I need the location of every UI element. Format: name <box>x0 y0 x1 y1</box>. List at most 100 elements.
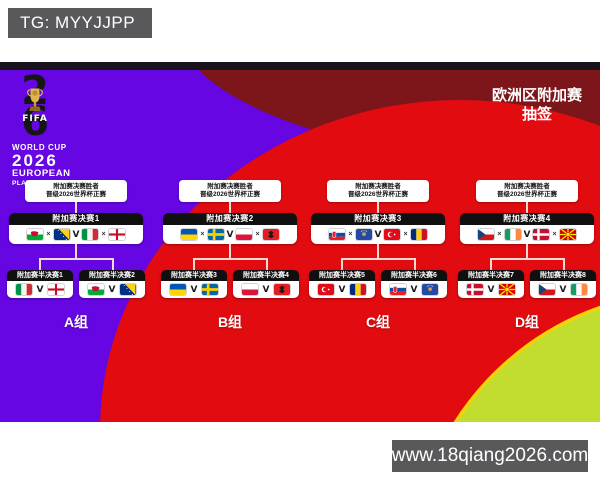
telegram-badge: TG: MYYJJPP <box>8 8 152 38</box>
semifinal-title: 附加赛半决赛3 <box>161 270 227 281</box>
connector-horizontal <box>490 258 565 260</box>
semifinal-flags-row: V <box>530 281 596 298</box>
vs-label: V <box>36 284 44 295</box>
pair-separator: × <box>255 231 260 238</box>
winner-note-line1: 附加赛决赛胜者 <box>355 183 401 190</box>
final-title: 附加赛决赛3 <box>311 213 445 225</box>
final-title: 附加赛决赛2 <box>163 213 297 225</box>
winner-note-line1: 附加赛决赛胜者 <box>504 183 550 190</box>
flag-slovakia-icon <box>389 284 406 295</box>
flag-turkey-icon <box>317 284 334 295</box>
semifinal-title: 附加赛半决赛6 <box>381 270 447 281</box>
connector-note-to-final <box>75 202 77 213</box>
connector-final-stem <box>229 244 231 259</box>
bracket-group-D组: 附加赛决赛胜者 晋级2026世界杯正赛 附加赛决赛4 × V × 附加赛半决赛7 V 附加赛半决… <box>456 180 598 342</box>
vs-label: V <box>262 284 270 295</box>
semifinal-match-card: 附加赛半决赛5 V <box>309 270 375 298</box>
group-label: D组 <box>514 314 540 330</box>
flag-italy-icon <box>15 284 32 295</box>
connector-right-stub <box>414 259 416 270</box>
flag-romania-icon <box>350 284 367 295</box>
vs-label: V <box>226 229 234 240</box>
winner-note-line1: 附加赛决赛胜者 <box>207 183 253 190</box>
flag-slovakia-icon <box>329 229 346 240</box>
poster-title-line1: 欧洲区附加赛 <box>491 87 582 104</box>
semifinal-match-card: 附加赛半决赛4 V <box>233 270 299 298</box>
flag-poland-icon <box>236 229 253 240</box>
flag-turkey-icon <box>384 229 401 240</box>
world-cup-text: WORLD CUP <box>12 143 67 152</box>
flag-north-macedonia-icon <box>499 284 516 295</box>
semifinal-match-card: 附加赛半决赛2 V <box>79 270 145 298</box>
connector-left-stub <box>39 259 41 270</box>
vs-label: V <box>108 284 116 295</box>
connector-left-stub <box>193 259 195 270</box>
vs-label: V <box>72 229 80 240</box>
flag-wales-icon <box>87 284 104 295</box>
flag-italy-icon <box>82 229 99 240</box>
flag-czech-icon <box>478 229 495 240</box>
flag-wales-icon <box>27 229 44 240</box>
flag-poland-icon <box>241 284 258 295</box>
connector-right-stub <box>266 259 268 270</box>
connector-note-to-final <box>377 202 379 213</box>
vs-label: V <box>410 284 418 295</box>
pair-separator: × <box>46 231 51 238</box>
pair-separator: × <box>101 231 106 238</box>
flag-romania-icon <box>410 229 427 240</box>
vs-label: V <box>338 284 346 295</box>
fifa-world-cup-2026-logo: 2 6 FIFA WORLD CUP 2026 EURO <box>12 71 84 188</box>
top-strip <box>0 62 600 70</box>
final-title: 附加赛决赛4 <box>460 213 594 225</box>
pair-separator: × <box>200 231 205 238</box>
flag-albania-icon <box>262 229 279 240</box>
pair-separator: × <box>497 231 502 238</box>
connector-note-to-final <box>229 202 231 213</box>
fifa-wordmark: FIFA <box>22 114 48 124</box>
vs-label: V <box>559 284 567 295</box>
connector-right-stub <box>112 259 114 270</box>
semifinal-title: 附加赛半决赛2 <box>79 270 145 281</box>
logo-26-digits: 2 6 FIFA <box>12 71 58 142</box>
winner-note: 附加赛决赛胜者 晋级2026世界杯正赛 <box>179 180 281 202</box>
flag-bosnia-icon <box>120 284 137 295</box>
winner-note: 附加赛决赛胜者 晋级2026世界杯正赛 <box>25 180 127 202</box>
flag-sweden-icon <box>207 229 224 240</box>
flag-northern-ireland-icon <box>108 229 125 240</box>
semifinal-flags-row: V <box>79 281 145 298</box>
bracket-group-B组: 附加赛决赛胜者 晋级2026世界杯正赛 附加赛决赛2 × V × 附加赛半决赛3 V 附加赛半决… <box>159 180 301 342</box>
semifinal-title: 附加赛半决赛4 <box>233 270 299 281</box>
vs-label: V <box>523 229 531 240</box>
flag-albania-icon <box>274 284 291 295</box>
semifinal-match-card: 附加赛半决赛1 V <box>7 270 73 298</box>
semifinal-match-card: 附加赛半决赛7 V <box>458 270 524 298</box>
semifinal-title: 附加赛半决赛7 <box>458 270 524 281</box>
final-flags-row: × V × <box>311 225 445 244</box>
winner-note-line2: 晋级2026世界杯正赛 <box>497 191 557 198</box>
flag-denmark-icon <box>466 284 483 295</box>
final-match-card: 附加赛决赛4 × V × <box>460 213 594 244</box>
flag-ukraine-icon <box>181 229 198 240</box>
final-match-card: 附加赛决赛1 × V × <box>9 213 143 244</box>
semifinal-match-card: 附加赛半决赛3 V <box>161 270 227 298</box>
vs-label: V <box>487 284 495 295</box>
winner-note-line1: 附加赛决赛胜者 <box>53 183 99 190</box>
group-label: B组 <box>217 314 243 330</box>
european-text: EUROPEAN <box>12 168 71 180</box>
winner-note-line2: 晋级2026世界杯正赛 <box>200 191 260 198</box>
final-match-card: 附加赛决赛2 × V × <box>163 213 297 244</box>
final-flags-row: × V × <box>9 225 143 244</box>
connector-final-stem <box>377 244 379 259</box>
semifinal-title: 附加赛半决赛1 <box>7 270 73 281</box>
connector-right-stub <box>563 259 565 270</box>
winner-note: 附加赛决赛胜者 晋级2026世界杯正赛 <box>327 180 429 202</box>
poster-title-line2: 抽签 <box>521 106 552 123</box>
pair-separator: × <box>552 231 557 238</box>
group-label: C组 <box>365 314 391 330</box>
semifinal-title: 附加赛半决赛8 <box>530 270 596 281</box>
website-url: www.18qiang2026.com <box>391 445 589 466</box>
winner-note: 附加赛决赛胜者 晋级2026世界杯正赛 <box>476 180 578 202</box>
final-flags-row: × V × <box>460 225 594 244</box>
connector-horizontal <box>193 258 268 260</box>
